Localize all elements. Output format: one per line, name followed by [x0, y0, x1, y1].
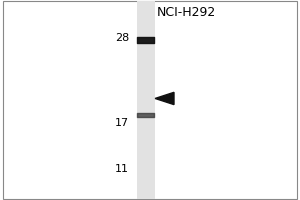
Text: 17: 17	[115, 118, 129, 128]
Text: NCI-H292: NCI-H292	[156, 6, 216, 19]
Text: 11: 11	[115, 164, 129, 174]
Polygon shape	[155, 92, 174, 105]
FancyBboxPatch shape	[136, 1, 154, 199]
FancyBboxPatch shape	[3, 1, 297, 199]
Text: 28: 28	[115, 33, 129, 43]
